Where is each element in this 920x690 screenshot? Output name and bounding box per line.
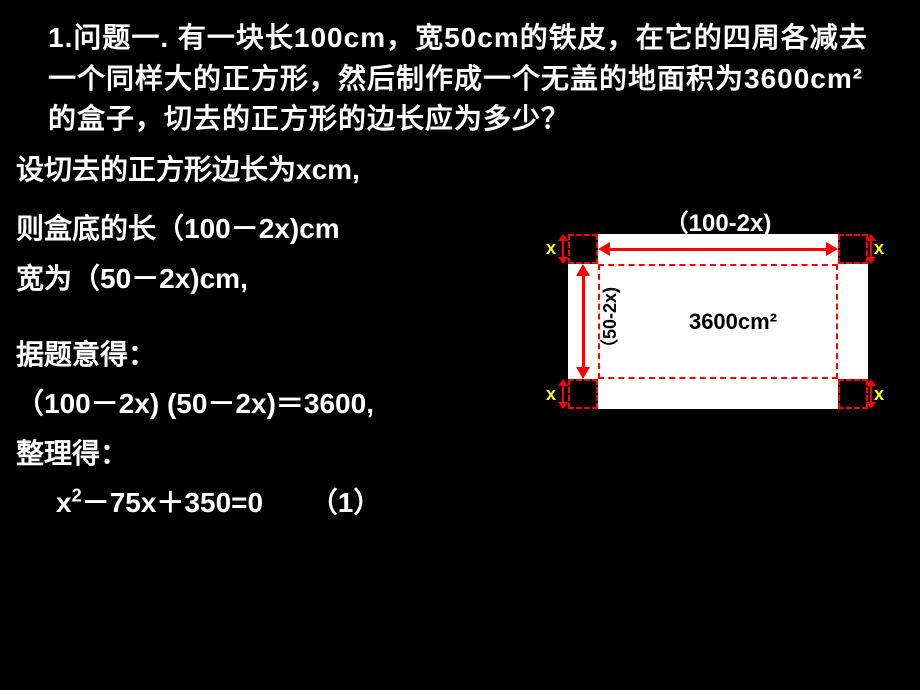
problem-statement: 1.问题一. 有一块长100cm，宽50cm的铁皮，在它的四周各减去一个同样大的… — [0, 0, 920, 140]
cut-bottom-left — [568, 379, 598, 409]
inner-area-label: 3600cm² — [689, 309, 777, 335]
left-dimension-label: （50-2x) — [598, 264, 620, 379]
x-label-bl: x — [546, 384, 556, 405]
eq-num: （1） — [310, 487, 382, 518]
x-label-br: x — [874, 384, 884, 405]
solution-line-1: 设切去的正方形边长为xcm, — [16, 146, 904, 194]
cut-top-right — [838, 234, 868, 264]
top-dimension-arrow — [598, 234, 838, 264]
cut-top-left — [568, 234, 598, 264]
top-dimension-label: （100-2x) — [598, 203, 838, 238]
eq-rest: －75x＋350=0 — [82, 487, 263, 518]
eq-x: x — [56, 487, 72, 518]
x-label-tr: x — [874, 238, 884, 259]
eq-sup: 2 — [72, 486, 82, 506]
inner-base: 3600cm² — [598, 264, 838, 379]
solution-line-6: 整理得： — [16, 430, 904, 478]
x-label-tl: x — [546, 238, 556, 259]
box-diagram: （100-2x) 3600cm² （50-2x) x x x x — [538, 204, 888, 428]
x-dim-tl — [558, 234, 568, 264]
solution-line-7: x2－75x＋350=0 （1） — [16, 479, 904, 527]
left-dimension-arrow — [568, 264, 598, 379]
x-dim-bl — [558, 379, 568, 409]
cut-bottom-right — [838, 379, 868, 409]
